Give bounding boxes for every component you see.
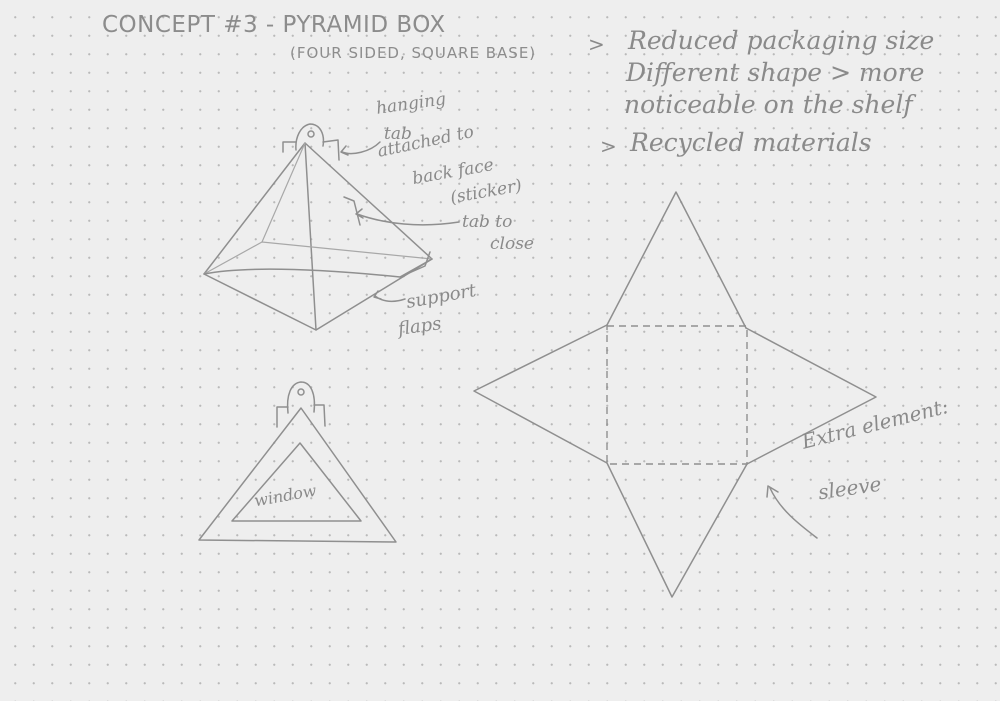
pyramid-hidden-edges (203, 142, 433, 275)
front-view-tab-flaps (276, 404, 326, 428)
net-left-triangle (473, 324, 608, 464)
net-square-base-dashed (606, 325, 748, 465)
hanging-tab-arrow (340, 141, 381, 156)
note-different-shape: Different shape > more (626, 58, 925, 87)
pyramid-base-line (203, 258, 433, 278)
close-tab-drawing (343, 196, 361, 226)
note-reduced-packaging: Reduced packaging size (628, 26, 935, 55)
note-bullet: > (588, 32, 605, 56)
hanging-tab-flaps (282, 139, 340, 161)
hanging-tab-loop (295, 123, 325, 151)
note-bullet: > (600, 134, 617, 158)
net-right-triangle (745, 327, 877, 465)
front-view-tab-hole (297, 388, 305, 396)
note-recycled-materials: Recycled materials (630, 128, 872, 157)
front-view-tab-loop (286, 381, 316, 414)
pyramid-net-sketch (473, 191, 877, 598)
hanging-tab-hole (307, 130, 315, 138)
tab-to-close-arrow (355, 208, 460, 226)
tab-to-close-label-1: tab to (462, 212, 513, 232)
extra-element-arrow (766, 485, 818, 539)
tab-to-close-label-2: close (490, 234, 534, 254)
support-flaps-arrow (373, 290, 406, 303)
support-flap-drawing (399, 251, 431, 278)
front-view-sketch (198, 381, 397, 543)
hanging-tab-label-2: tab (384, 124, 412, 144)
front-view-outer-triangle (198, 407, 397, 543)
pyramid-front-edge (304, 142, 317, 331)
net-bottom-triangle (606, 462, 748, 598)
pyramid-outline (203, 142, 433, 331)
pyramid-3d-sketch (203, 123, 433, 331)
page-subtitle: (FOUR SIDED, SQUARE BASE) (290, 44, 537, 62)
net-top-triangle (606, 191, 747, 329)
page-title: CONCEPT #3 - PYRAMID BOX (102, 12, 446, 38)
note-noticeable: noticeable on the shelf (624, 90, 913, 119)
front-view-window-triangle (231, 442, 362, 522)
